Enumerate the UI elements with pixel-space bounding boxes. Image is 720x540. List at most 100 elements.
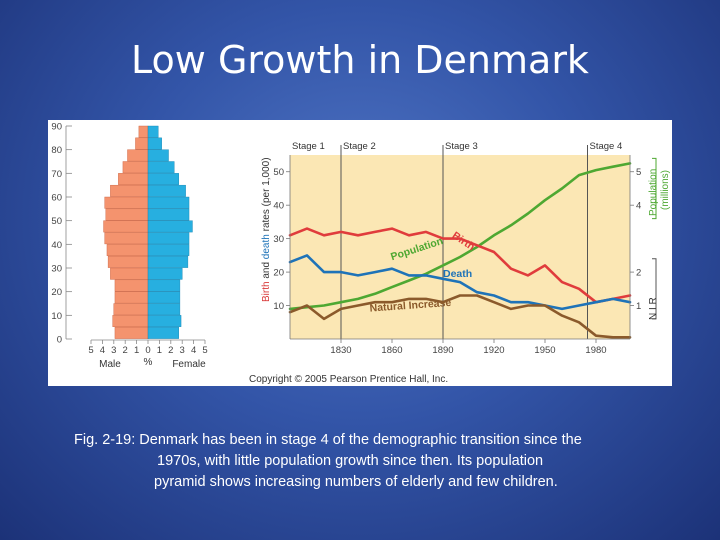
pyramid-x-tick-label: 4 — [191, 345, 196, 356]
pyramid-bar-female — [147, 291, 181, 304]
pyramid-bar-female — [147, 173, 179, 185]
pyramid-x-tick-label: 1 — [157, 345, 162, 356]
right-nir-tick-label: 1 — [636, 301, 641, 312]
x-axis-tick-label: 1830 — [330, 345, 351, 356]
pyramid-bar-male — [113, 303, 149, 316]
pyramid-age-tick-label: 80 — [51, 145, 62, 156]
right-axis-title-line2: (millions) — [660, 170, 671, 210]
left-axis-tick-label: 10 — [273, 301, 284, 312]
right-nir-tick-label: 2 — [636, 268, 641, 279]
figure-caption: Fig. 2-19: Denmark has been in stage 4 o… — [60, 430, 680, 493]
series-line-death — [288, 254, 632, 311]
pyramid-x-tick-label: 2 — [123, 345, 128, 356]
left-axis-tick-label: 50 — [273, 167, 284, 178]
right-pop-tick-label: 5 — [636, 167, 641, 178]
stage-label: Stage 4 — [590, 141, 623, 152]
pyramid-bars — [103, 125, 193, 339]
pyramid-x-tick-label: 0 — [145, 345, 150, 356]
x-axis-tick-label: 1920 — [483, 345, 504, 356]
pyramid-age-tick-label: 30 — [51, 264, 62, 275]
stage-label: Stage 1 — [292, 141, 325, 152]
pyramid-bar-male — [135, 137, 149, 150]
nir-axis-title: N I R — [648, 297, 659, 320]
pyramid-x-tick-label: 5 — [88, 345, 93, 356]
pyramid-x-tick-label: 3 — [111, 345, 116, 356]
pyramid-age-tick-label: 60 — [51, 193, 62, 204]
right-nir-bracket — [652, 258, 657, 320]
pyramid-bar-female — [147, 326, 179, 339]
pyramid-bar-male — [122, 161, 149, 174]
pyramid-female-label: Female — [172, 359, 206, 370]
pyramid-bar-female — [147, 244, 190, 256]
pyramid-bar-male — [104, 196, 149, 209]
pyramid-bar-male — [103, 220, 149, 233]
pyramid-bar-female — [147, 303, 181, 316]
pyramid-bar-female — [147, 232, 190, 245]
pyramid-male-label: Male — [99, 359, 121, 370]
pyramid-bar-female — [147, 255, 189, 268]
left-axis-tick-label: 40 — [273, 201, 284, 212]
figure-panel: 0 10 20 30 40 50 60 70 80 90 5 4 3 2 1 0 1 2 3 4 5 Male % Fe… — [48, 120, 672, 386]
natural-increase-series-label: Natural Increase — [369, 297, 452, 315]
pyramid-bar-female — [147, 125, 159, 138]
pyramid-x-tick-label: 2 — [168, 345, 173, 356]
copyright-text: Copyright © 2005 Pearson Prentice Hall, … — [249, 374, 448, 385]
pyramid-bar-male — [110, 267, 149, 280]
pyramid-bar-female — [147, 220, 193, 233]
left-axis-tick-label: 30 — [273, 234, 284, 245]
pyramid-bar-female — [147, 208, 190, 221]
pyramid-bar-male — [112, 315, 149, 327]
pyramid-x-tick-label: 1 — [134, 345, 139, 356]
pyramid-bar-male — [118, 173, 149, 185]
pyramid-x-tick-label: 5 — [202, 345, 207, 356]
transition-header-band — [290, 138, 630, 155]
pyramid-bar-female — [147, 279, 181, 292]
pyramid-age-tick-label: 70 — [51, 169, 62, 180]
pyramid-bar-female — [147, 184, 186, 197]
pyramid-unit-label: % — [144, 357, 153, 368]
pyramid-age-tick-label: 40 — [51, 240, 62, 251]
pyramid-bar-male — [114, 279, 149, 292]
x-axis-tick-label: 1890 — [432, 345, 453, 356]
pyramid-bar-male — [107, 255, 149, 268]
slide-title: Low Growth in Denmark — [131, 38, 589, 82]
series-line-birth — [288, 227, 632, 304]
pyramid-bar-female — [147, 137, 162, 150]
transition-background — [290, 138, 630, 339]
caption-line-3: pyramid shows increasing numbers of elde… — [154, 474, 558, 490]
pyramid-age-tick-label: 50 — [51, 216, 62, 227]
pyramid-bar-male — [110, 184, 149, 197]
pyramid-age-tick-label: 10 — [51, 311, 62, 322]
pyramid-bar-male — [138, 125, 149, 138]
x-axis-tick-label: 1950 — [534, 345, 555, 356]
pyramid-bar-male — [127, 149, 149, 162]
pyramid-bar-female — [147, 161, 175, 174]
pyramid-age-tick-label: 0 — [57, 335, 62, 346]
death-series-label: Death — [443, 268, 472, 280]
pyramid-age-tick-label: 20 — [51, 287, 62, 298]
pyramid-bar-male — [104, 232, 149, 245]
x-axis-tick-label: 1860 — [381, 345, 402, 356]
pyramid-age-tick-label: 90 — [51, 122, 62, 133]
x-axis-tick-label: 1980 — [585, 345, 606, 356]
left-axis-title: Birth and death rates (per 1,000) — [261, 157, 272, 302]
pyramid-bar-male — [114, 291, 149, 304]
caption-line-1: Fig. 2-19: Denmark has been in stage 4 o… — [74, 432, 582, 448]
pyramid-x-tick-label: 4 — [100, 345, 105, 356]
series-line-natural-increase — [288, 294, 632, 339]
pyramid-bar-male — [114, 326, 149, 339]
transition-axes: Stage 1 Stage 2 Stage 3 Stage 4 10 20 30 40 50 18… — [273, 141, 657, 356]
pyramid-x-tick-label: 3 — [180, 345, 185, 356]
stage-label: Stage 2 — [343, 141, 376, 152]
left-axis-tick-label: 20 — [273, 268, 284, 279]
stage-label: Stage 3 — [445, 141, 478, 152]
pyramid-bar-female — [147, 149, 169, 162]
right-pop-bracket — [652, 157, 657, 220]
pyramid-bar-male — [106, 244, 149, 256]
caption-line-2: 1970s, with little population growth sin… — [157, 453, 544, 469]
pyramid-labels: Male % Female — [99, 357, 206, 370]
pyramid-bar-female — [147, 315, 182, 327]
pyramid-bar-female — [147, 196, 190, 209]
pyramid-bar-male — [105, 208, 149, 221]
